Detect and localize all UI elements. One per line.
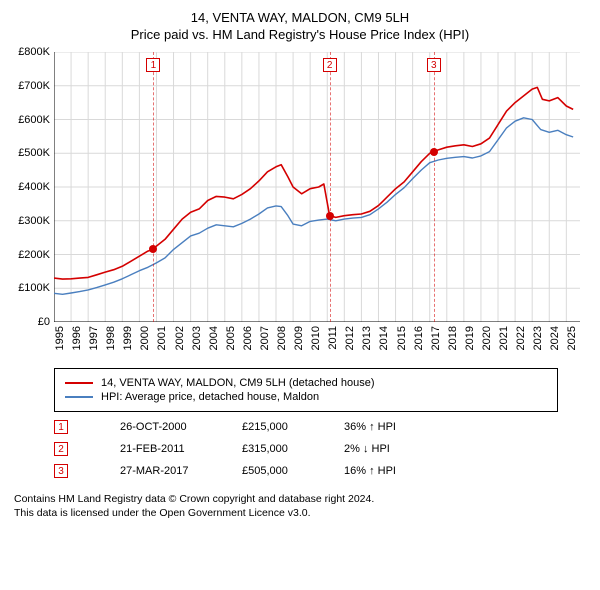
legend-item: 14, VENTA WAY, MALDON, CM9 5LH (detached… [65,377,547,389]
sale-price: £215,000 [242,421,322,433]
x-tick-label: 2023 [532,326,544,350]
sale-marker-dot [326,212,334,220]
chart-title: 14, VENTA WAY, MALDON, CM9 5LH [12,10,588,25]
y-tick-label: £700K [18,80,50,92]
x-tick-label: 2019 [464,326,476,350]
sale-row-marker: 2 [54,442,68,456]
sale-row: 2 21-FEB-2011 £315,000 2% ↓ HPI [54,442,558,456]
x-tick-label: 1997 [88,326,100,350]
x-tick-label: 2006 [242,326,254,350]
sale-hpi: 2% ↓ HPI [344,443,454,455]
chart-area: £0£100K£200K£300K£400K£500K£600K£700K£80… [12,52,580,362]
sale-marker-line [434,52,435,322]
sale-marker-line [330,52,331,322]
x-tick-label: 2000 [139,326,151,350]
sale-date: 26-OCT-2000 [120,421,220,433]
sale-hpi: 36% ↑ HPI [344,421,454,433]
x-tick-label: 2020 [481,326,493,350]
x-tick-label: 1996 [71,326,83,350]
footer-line-2: This data is licensed under the Open Gov… [14,506,586,520]
sale-price: £505,000 [242,465,322,477]
y-tick-label: £400K [18,181,50,193]
sale-row-marker: 3 [54,464,68,478]
x-axis-labels: 1995 1996 1997 1998 1999 2000 2001 2002 2003 2004… [54,322,580,362]
plot-svg [54,52,580,322]
x-tick-label: 2021 [498,326,510,350]
x-tick-label: 2015 [396,326,408,350]
x-tick-label: 2004 [208,326,220,350]
chart-subtitle: Price paid vs. HM Land Registry's House … [12,27,588,42]
x-tick-label: 2025 [566,326,578,350]
x-tick-label: 2001 [156,326,168,350]
legend-label: 14, VENTA WAY, MALDON, CM9 5LH (detached… [101,377,375,389]
x-tick-label: 2008 [276,326,288,350]
x-tick-label: 2018 [447,326,459,350]
sale-marker-box: 1 [146,58,160,72]
x-tick-label: 2022 [515,326,527,350]
plot-region: 1 2 3 [54,52,580,322]
sale-hpi: 16% ↑ HPI [344,465,454,477]
x-tick-label: 1995 [54,326,66,350]
x-tick-label: 1998 [105,326,117,350]
y-tick-label: £300K [18,215,50,227]
footer: Contains HM Land Registry data © Crown c… [12,488,588,524]
sale-marker-dot [430,148,438,156]
sale-row-marker: 1 [54,420,68,434]
sale-date: 27-MAR-2017 [120,465,220,477]
x-tick-label: 2024 [549,326,561,350]
sale-marker-dot [149,245,157,253]
y-tick-label: £100K [18,282,50,294]
y-tick-label: £200K [18,249,50,261]
footer-line-1: Contains HM Land Registry data © Crown c… [14,492,586,506]
x-tick-label: 2012 [344,326,356,350]
sale-marker-box: 2 [323,58,337,72]
x-tick-label: 2014 [378,326,390,350]
sale-row: 1 26-OCT-2000 £215,000 36% ↑ HPI [54,420,558,434]
x-tick-label: 2005 [225,326,237,350]
x-tick-label: 2002 [174,326,186,350]
legend-swatch [65,396,93,398]
legend-swatch [65,382,93,384]
x-tick-label: 2013 [361,326,373,350]
x-tick-label: 2016 [413,326,425,350]
legend-label: HPI: Average price, detached house, Mald… [101,391,319,403]
x-tick-label: 2007 [259,326,271,350]
x-tick-label: 2003 [191,326,203,350]
y-axis-labels: £0£100K£200K£300K£400K£500K£600K£700K£80… [12,52,54,322]
legend-item: HPI: Average price, detached house, Mald… [65,391,547,403]
legend: 14, VENTA WAY, MALDON, CM9 5LH (detached… [54,368,558,412]
x-tick-label: 2017 [430,326,442,350]
x-tick-label: 1999 [122,326,134,350]
sales-list: 1 26-OCT-2000 £215,000 36% ↑ HPI 2 21-FEB-201… [54,420,558,478]
y-tick-label: £500K [18,147,50,159]
y-tick-label: £0 [38,316,50,328]
x-tick-label: 2011 [327,326,339,350]
x-tick-label: 2009 [293,326,305,350]
y-tick-label: £600K [18,114,50,126]
sale-marker-line [153,52,154,322]
sale-row: 3 27-MAR-2017 £505,000 16% ↑ HPI [54,464,558,478]
sale-marker-box: 3 [427,58,441,72]
chart-container: 14, VENTA WAY, MALDON, CM9 5LH Price pai… [0,0,600,534]
x-tick-label: 2010 [310,326,322,350]
sale-price: £315,000 [242,443,322,455]
y-tick-label: £800K [18,46,50,58]
sale-date: 21-FEB-2011 [120,443,220,455]
